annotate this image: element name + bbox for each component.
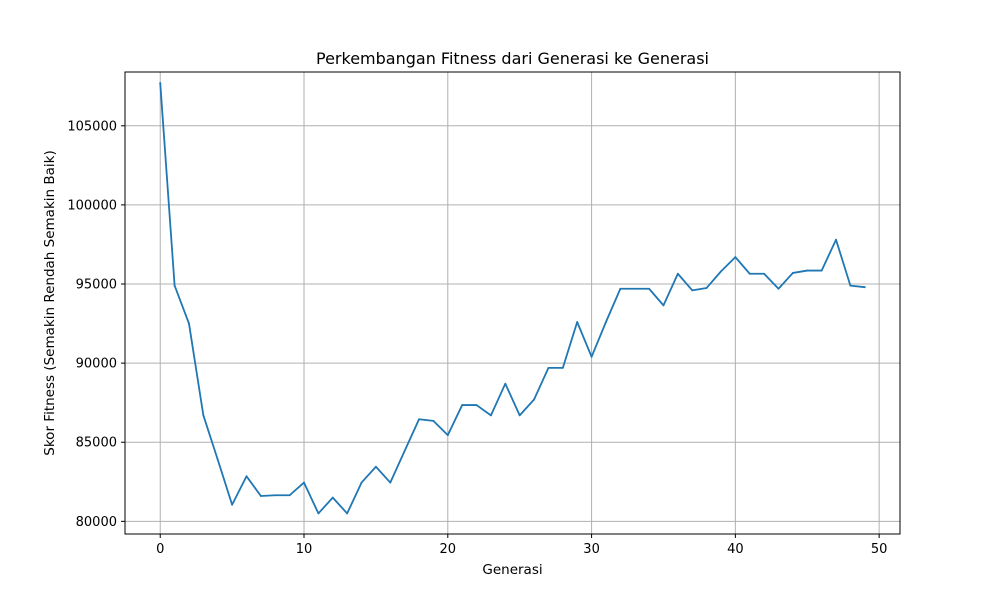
grid-layer [125, 72, 900, 534]
data-point [418, 418, 420, 421]
data-point [533, 398, 535, 401]
data-point [863, 286, 866, 289]
data-point [605, 321, 607, 323]
data-point [619, 287, 622, 290]
data-point [835, 238, 837, 241]
data-point [288, 494, 291, 497]
data-point [216, 458, 219, 461]
data-point [763, 272, 766, 275]
data-point [648, 287, 650, 290]
data-point [317, 512, 320, 515]
data-point [432, 419, 435, 422]
y-tick-label: 105000 [67, 119, 117, 134]
data-point [331, 496, 334, 499]
data-point [504, 382, 507, 385]
data-point [633, 287, 636, 290]
data-point [389, 481, 392, 484]
data-point [748, 272, 751, 275]
data-point [303, 481, 305, 484]
data-point [662, 304, 665, 307]
data-point [173, 284, 176, 287]
data-point [231, 503, 234, 506]
y-axis: 80000 85000 90000 95000 100000 105000 [67, 119, 125, 530]
x-tick-label: 10 [296, 542, 313, 557]
data-point [475, 404, 478, 406]
data-point [734, 256, 737, 259]
data-point [259, 495, 262, 497]
data-point [720, 270, 722, 273]
data-point [461, 404, 464, 406]
data-point [346, 512, 349, 515]
data-point [705, 287, 708, 289]
data-point [375, 465, 377, 468]
data-point [806, 269, 809, 272]
data-point [446, 434, 449, 437]
data-point [202, 414, 205, 417]
x-tick-label: 30 [583, 542, 600, 557]
data-point [820, 269, 823, 272]
y-tick-label: 100000 [67, 198, 117, 213]
data-point [547, 366, 550, 369]
data-point [360, 481, 363, 484]
data-point [490, 414, 492, 417]
x-axis-label: Generasi [482, 562, 542, 578]
x-tick-label: 0 [156, 542, 164, 557]
data-point [849, 284, 852, 287]
data-point [188, 322, 190, 325]
y-tick-label: 80000 [76, 515, 117, 530]
data-point [576, 321, 579, 323]
y-tick-label: 90000 [76, 357, 117, 372]
x-tick-label: 40 [727, 542, 744, 557]
y-axis-label: Skor Fitness (Semakin Rendah Semakin Bai… [42, 150, 58, 455]
data-point [791, 272, 794, 274]
data-point [676, 272, 679, 275]
data-point [518, 414, 521, 417]
x-axis: 0 10 20 30 40 50 [156, 534, 887, 557]
data-point [777, 287, 780, 290]
series-line-fitness [159, 82, 866, 515]
data-point [159, 82, 162, 84]
data-point [274, 494, 277, 497]
data-point [403, 450, 406, 452]
data-point [245, 475, 248, 478]
x-tick-label: 50 [871, 542, 888, 557]
y-tick-label: 85000 [76, 436, 117, 451]
y-tick-label: 95000 [76, 278, 117, 293]
data-point [590, 355, 593, 358]
data-point [691, 289, 694, 292]
plot-frame [124, 71, 901, 535]
series-layer [159, 82, 866, 515]
chart-title: Perkembangan Fitness dari Generasi ke Ge… [316, 49, 709, 68]
data-point [561, 366, 564, 369]
x-tick-label: 20 [440, 542, 457, 557]
